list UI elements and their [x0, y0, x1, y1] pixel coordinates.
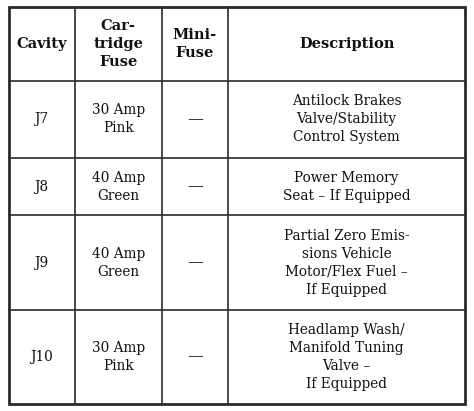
Text: Car-
tridge
Fuse: Car- tridge Fuse — [93, 19, 143, 69]
Text: Partial Zero Emis-
sions Vehicle
Motor/Flex Fuel –
If Equipped: Partial Zero Emis- sions Vehicle Motor/F… — [284, 229, 410, 297]
Text: Mini-
Fuse: Mini- Fuse — [173, 28, 217, 60]
Text: J8: J8 — [35, 180, 49, 194]
Text: —: — — [187, 254, 203, 271]
Text: Power Memory
Seat – If Equipped: Power Memory Seat – If Equipped — [283, 171, 410, 203]
Text: 40 Amp
Green: 40 Amp Green — [91, 171, 145, 203]
Text: J10: J10 — [30, 350, 53, 364]
Text: Cavity: Cavity — [17, 37, 67, 51]
Text: 40 Amp
Green: 40 Amp Green — [91, 247, 145, 279]
Text: Headlamp Wash/
Manifold Tuning
Valve –
If Equipped: Headlamp Wash/ Manifold Tuning Valve – I… — [288, 323, 405, 391]
Text: Antilock Brakes
Valve/Stability
Control System: Antilock Brakes Valve/Stability Control … — [292, 95, 401, 144]
Text: 30 Amp
Pink: 30 Amp Pink — [91, 341, 145, 373]
Text: J7: J7 — [35, 112, 49, 126]
Text: —: — — [187, 349, 203, 365]
Text: 30 Amp
Pink: 30 Amp Pink — [91, 104, 145, 135]
Text: J9: J9 — [35, 256, 49, 270]
Text: —: — — [187, 111, 203, 128]
Text: —: — — [187, 178, 203, 195]
Text: Description: Description — [299, 37, 394, 51]
